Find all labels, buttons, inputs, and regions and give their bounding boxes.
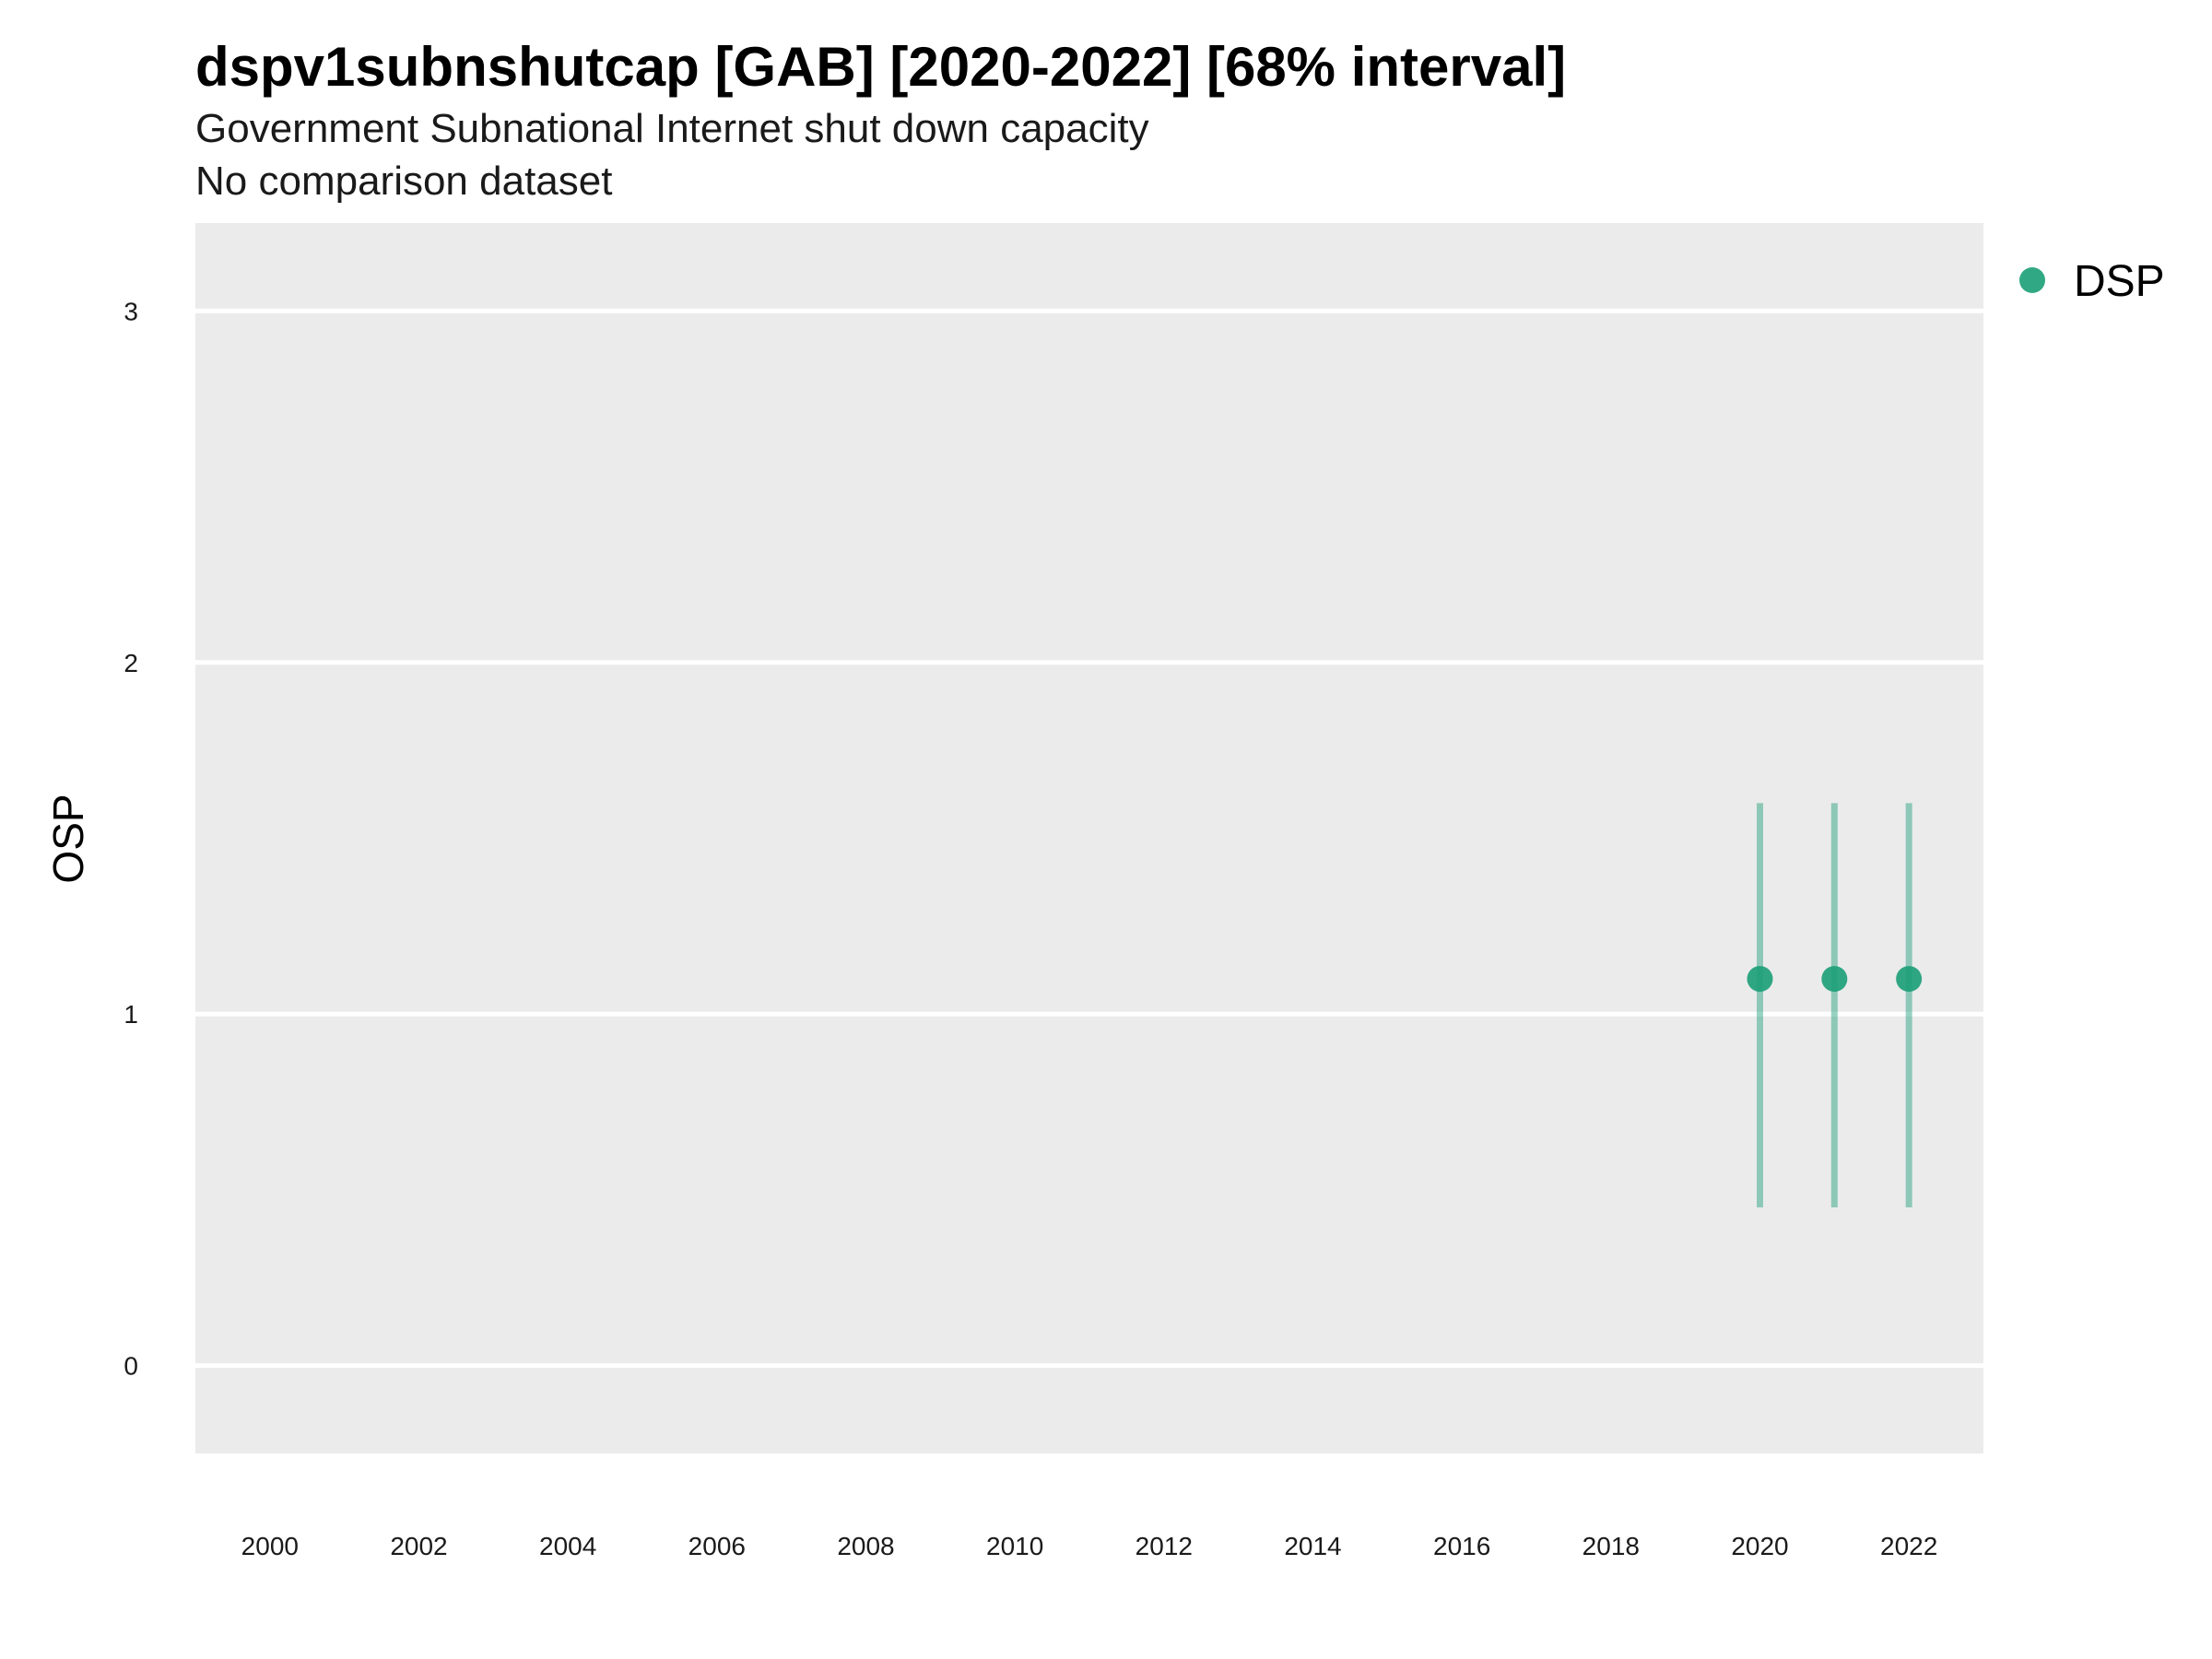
grid-lines	[195, 308, 1983, 1369]
x-tick-label: 2022	[1880, 1532, 1937, 1560]
x-tick-label: 2004	[539, 1532, 596, 1560]
data-point	[1896, 966, 1923, 993]
data-point	[1821, 966, 1848, 993]
y-axis-label: OSP	[44, 794, 92, 883]
chart-title: dspv1subnshutcap [GAB] [2020-2022] [68% …	[195, 36, 1567, 98]
legend-key	[2019, 267, 2045, 293]
data-marks	[1747, 803, 1923, 1207]
x-tick-label: 2020	[1731, 1532, 1788, 1560]
data-point	[1747, 966, 1773, 993]
x-tick-label: 2000	[241, 1532, 299, 1560]
x-tick-label: 2014	[1284, 1532, 1341, 1560]
x-tick-label: 2008	[837, 1532, 894, 1560]
x-tick-label: 2016	[1433, 1532, 1490, 1560]
x-tick-label: 2010	[986, 1532, 1043, 1560]
x-tick-label: 2002	[390, 1532, 447, 1560]
x-tick-label: 2006	[688, 1532, 746, 1560]
chart-caption: No comparison dataset	[195, 159, 613, 204]
y-tick-label: 0	[124, 1352, 138, 1381]
x-tick-label: 2012	[1135, 1532, 1193, 1560]
x-tick-label: 2018	[1583, 1532, 1640, 1560]
legend: DSP	[2019, 257, 2165, 306]
plot-panel	[195, 223, 1983, 1453]
y-tick-label: 1	[124, 1000, 138, 1029]
y-tick-label: 3	[124, 297, 138, 325]
x-axis-ticks: 2000 2002 2004 2006 2008 2010 2012 2014 2016 2018…	[241, 1532, 1938, 1560]
y-axis-ticks: 0 1 2 3	[124, 297, 138, 1380]
y-tick-label: 2	[124, 649, 138, 677]
legend-label: DSP	[2074, 257, 2165, 306]
chart-subtitle: Government Subnational Internet shut dow…	[195, 106, 1149, 151]
